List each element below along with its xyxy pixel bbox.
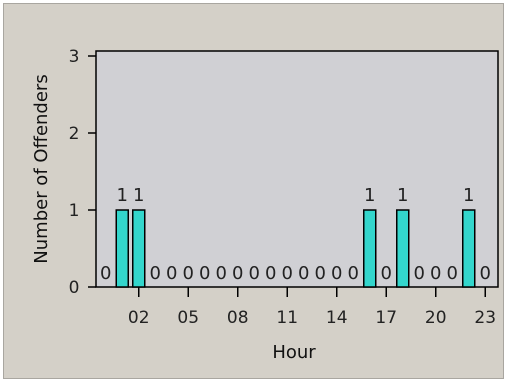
data-label: 1: [463, 185, 474, 206]
data-label: 1: [133, 185, 144, 206]
data-label: 0: [265, 263, 276, 284]
bar-hour-22: [462, 209, 476, 288]
x-axis: 02 05 08 11 14 17 20 23: [128, 287, 496, 328]
x-axis-title: Hour: [272, 342, 316, 363]
data-label: 1: [397, 185, 408, 206]
x-tick-label: 05: [177, 308, 199, 328]
y-axis-title: Number of Offenders: [31, 74, 52, 263]
data-label: 0: [100, 263, 111, 284]
data-label: 0: [216, 263, 227, 284]
bar-hour-16: [363, 209, 377, 288]
bar-hour-02: [132, 209, 146, 288]
data-label: 0: [447, 263, 458, 284]
data-label: 0: [282, 263, 293, 284]
bars-group: [115, 209, 476, 288]
bar-hour-18: [396, 209, 410, 288]
data-label: 0: [199, 263, 210, 284]
x-tick-label: 11: [276, 308, 298, 328]
data-label: 0: [414, 263, 425, 284]
x-tick-label: 02: [128, 308, 150, 328]
data-label: 0: [381, 263, 392, 284]
data-label: 0: [331, 263, 342, 284]
data-label: 1: [364, 185, 375, 206]
y-tick-label: 1: [69, 201, 80, 221]
x-tick-label: 17: [375, 308, 397, 328]
y-tick-label: 0: [69, 278, 80, 298]
data-label: 0: [315, 263, 326, 284]
y-tick-label: 3: [69, 47, 80, 67]
data-label: 0: [166, 263, 177, 284]
data-label: 0: [430, 263, 441, 284]
y-tick-label: 2: [69, 124, 80, 144]
data-label: 0: [249, 263, 260, 284]
data-label: 0: [150, 263, 161, 284]
bar-hour-01: [115, 209, 129, 288]
x-tick-label: 08: [227, 308, 249, 328]
data-label: 0: [298, 263, 309, 284]
x-tick-label: 14: [326, 308, 348, 328]
data-label: 0: [480, 263, 491, 284]
data-label: 1: [117, 185, 128, 206]
data-label: 0: [183, 263, 194, 284]
plot-area: [95, 50, 499, 288]
x-tick-label: 23: [474, 308, 496, 328]
y-axis: 0 1 2 3: [69, 47, 96, 298]
data-label: 0: [232, 263, 243, 284]
x-tick-label: 20: [425, 308, 447, 328]
data-label: 0: [348, 263, 359, 284]
